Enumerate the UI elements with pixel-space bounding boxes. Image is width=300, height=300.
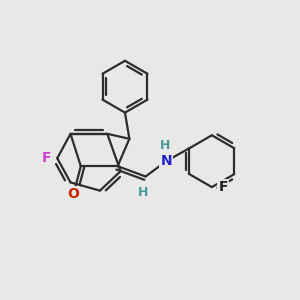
Text: H: H: [138, 186, 149, 199]
Text: O: O: [68, 187, 80, 201]
Text: N: N: [160, 154, 172, 168]
Text: H: H: [160, 139, 170, 152]
Text: F: F: [41, 151, 51, 165]
Text: F: F: [218, 180, 228, 194]
